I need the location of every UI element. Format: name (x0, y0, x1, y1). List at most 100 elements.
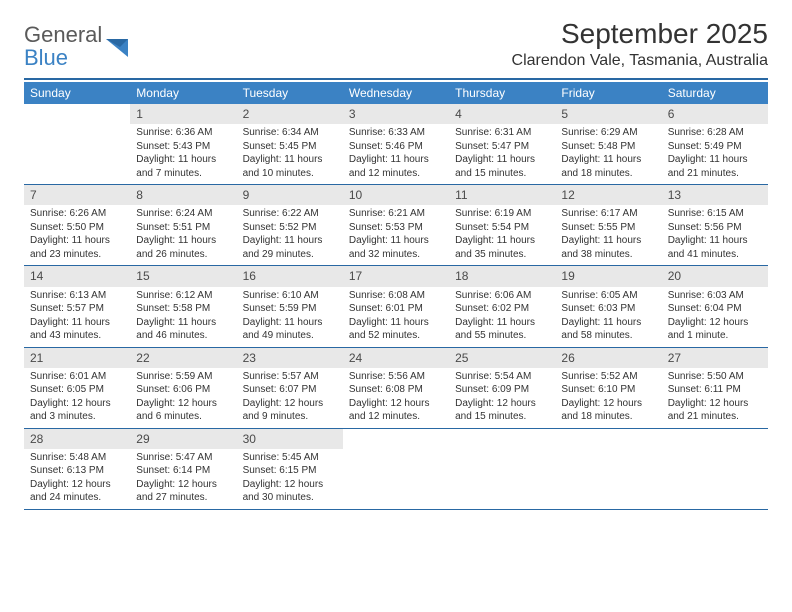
day-content: Sunrise: 6:06 AMSunset: 6:02 PMDaylight:… (449, 287, 555, 347)
day-content: Sunrise: 6:34 AMSunset: 5:45 PMDaylight:… (237, 124, 343, 184)
day-cell: 11Sunrise: 6:19 AMSunset: 5:54 PMDayligh… (449, 185, 555, 265)
day-number: 17 (343, 266, 449, 286)
day-number: 5 (555, 104, 661, 124)
day-content: Sunrise: 6:33 AMSunset: 5:46 PMDaylight:… (343, 124, 449, 184)
day-cell: 17Sunrise: 6:08 AMSunset: 6:01 PMDayligh… (343, 266, 449, 346)
day-cell: 14Sunrise: 6:13 AMSunset: 5:57 PMDayligh… (24, 266, 130, 346)
day-content: Sunrise: 6:17 AMSunset: 5:55 PMDaylight:… (555, 205, 661, 265)
day-cell: 29Sunrise: 5:47 AMSunset: 6:14 PMDayligh… (130, 429, 236, 509)
day-header: Sunday (24, 82, 130, 104)
calendar: SundayMondayTuesdayWednesdayThursdayFrid… (24, 82, 768, 510)
day-cell: 23Sunrise: 5:57 AMSunset: 6:07 PMDayligh… (237, 348, 343, 428)
day-number: 12 (555, 185, 661, 205)
day-content: Sunrise: 6:05 AMSunset: 6:03 PMDaylight:… (555, 287, 661, 347)
day-number: 26 (555, 348, 661, 368)
day-cell: 21Sunrise: 6:01 AMSunset: 6:05 PMDayligh… (24, 348, 130, 428)
day-cell: 6Sunrise: 6:28 AMSunset: 5:49 PMDaylight… (662, 104, 768, 184)
day-cell (449, 429, 555, 509)
location: Clarendon Vale, Tasmania, Australia (512, 52, 768, 70)
day-number: 30 (237, 429, 343, 449)
day-content: Sunrise: 5:45 AMSunset: 6:15 PMDaylight:… (237, 449, 343, 509)
day-cell (343, 429, 449, 509)
day-number: 23 (237, 348, 343, 368)
day-header: Saturday (662, 82, 768, 104)
day-headers: SundayMondayTuesdayWednesdayThursdayFrid… (24, 82, 768, 104)
day-cell: 13Sunrise: 6:15 AMSunset: 5:56 PMDayligh… (662, 185, 768, 265)
title-block: September 2025 Clarendon Vale, Tasmania,… (512, 18, 768, 70)
day-number: 21 (24, 348, 130, 368)
day-content: Sunrise: 5:57 AMSunset: 6:07 PMDaylight:… (237, 368, 343, 428)
day-content: Sunrise: 6:13 AMSunset: 5:57 PMDaylight:… (24, 287, 130, 347)
logo-triangle-icon (104, 33, 132, 61)
day-cell: 2Sunrise: 6:34 AMSunset: 5:45 PMDaylight… (237, 104, 343, 184)
day-cell: 5Sunrise: 6:29 AMSunset: 5:48 PMDaylight… (555, 104, 661, 184)
day-cell: 1Sunrise: 6:36 AMSunset: 5:43 PMDaylight… (130, 104, 236, 184)
day-cell: 4Sunrise: 6:31 AMSunset: 5:47 PMDaylight… (449, 104, 555, 184)
divider (24, 78, 768, 80)
day-cell: 7Sunrise: 6:26 AMSunset: 5:50 PMDaylight… (24, 185, 130, 265)
day-content: Sunrise: 6:19 AMSunset: 5:54 PMDaylight:… (449, 205, 555, 265)
day-number: 27 (662, 348, 768, 368)
week-row: 21Sunrise: 6:01 AMSunset: 6:05 PMDayligh… (24, 348, 768, 429)
day-content: Sunrise: 6:08 AMSunset: 6:01 PMDaylight:… (343, 287, 449, 347)
day-cell (555, 429, 661, 509)
logo-word1: General (24, 22, 102, 47)
day-cell: 18Sunrise: 6:06 AMSunset: 6:02 PMDayligh… (449, 266, 555, 346)
day-header: Wednesday (343, 82, 449, 104)
day-number: 16 (237, 266, 343, 286)
day-cell: 20Sunrise: 6:03 AMSunset: 6:04 PMDayligh… (662, 266, 768, 346)
day-header: Friday (555, 82, 661, 104)
header: General Blue September 2025 Clarendon Va… (24, 18, 768, 70)
calendar-body: 1Sunrise: 6:36 AMSunset: 5:43 PMDaylight… (24, 104, 768, 510)
page-title: September 2025 (512, 18, 768, 50)
day-cell: 8Sunrise: 6:24 AMSunset: 5:51 PMDaylight… (130, 185, 236, 265)
day-cell: 9Sunrise: 6:22 AMSunset: 5:52 PMDaylight… (237, 185, 343, 265)
day-number: 25 (449, 348, 555, 368)
day-content: Sunrise: 5:56 AMSunset: 6:08 PMDaylight:… (343, 368, 449, 428)
day-content: Sunrise: 5:52 AMSunset: 6:10 PMDaylight:… (555, 368, 661, 428)
day-number: 20 (662, 266, 768, 286)
day-cell: 12Sunrise: 6:17 AMSunset: 5:55 PMDayligh… (555, 185, 661, 265)
day-number: 4 (449, 104, 555, 124)
week-row: 7Sunrise: 6:26 AMSunset: 5:50 PMDaylight… (24, 185, 768, 266)
day-content: Sunrise: 6:36 AMSunset: 5:43 PMDaylight:… (130, 124, 236, 184)
day-content: Sunrise: 6:26 AMSunset: 5:50 PMDaylight:… (24, 205, 130, 265)
week-row: 14Sunrise: 6:13 AMSunset: 5:57 PMDayligh… (24, 266, 768, 347)
day-number: 9 (237, 185, 343, 205)
day-number: 1 (130, 104, 236, 124)
day-cell: 19Sunrise: 6:05 AMSunset: 6:03 PMDayligh… (555, 266, 661, 346)
day-content: Sunrise: 5:54 AMSunset: 6:09 PMDaylight:… (449, 368, 555, 428)
day-cell: 3Sunrise: 6:33 AMSunset: 5:46 PMDaylight… (343, 104, 449, 184)
day-cell: 30Sunrise: 5:45 AMSunset: 6:15 PMDayligh… (237, 429, 343, 509)
day-number: 2 (237, 104, 343, 124)
day-cell: 22Sunrise: 5:59 AMSunset: 6:06 PMDayligh… (130, 348, 236, 428)
day-number: 10 (343, 185, 449, 205)
day-number: 11 (449, 185, 555, 205)
day-cell: 15Sunrise: 6:12 AMSunset: 5:58 PMDayligh… (130, 266, 236, 346)
day-cell: 16Sunrise: 6:10 AMSunset: 5:59 PMDayligh… (237, 266, 343, 346)
day-cell: 25Sunrise: 5:54 AMSunset: 6:09 PMDayligh… (449, 348, 555, 428)
day-content: Sunrise: 6:29 AMSunset: 5:48 PMDaylight:… (555, 124, 661, 184)
day-header: Thursday (449, 82, 555, 104)
day-content: Sunrise: 5:47 AMSunset: 6:14 PMDaylight:… (130, 449, 236, 509)
day-number: 13 (662, 185, 768, 205)
day-number: 22 (130, 348, 236, 368)
day-cell: 26Sunrise: 5:52 AMSunset: 6:10 PMDayligh… (555, 348, 661, 428)
day-content: Sunrise: 6:03 AMSunset: 6:04 PMDaylight:… (662, 287, 768, 347)
day-number: 8 (130, 185, 236, 205)
day-cell: 27Sunrise: 5:50 AMSunset: 6:11 PMDayligh… (662, 348, 768, 428)
week-row: 1Sunrise: 6:36 AMSunset: 5:43 PMDaylight… (24, 104, 768, 185)
day-number: 29 (130, 429, 236, 449)
logo: General Blue (24, 18, 132, 70)
day-content: Sunrise: 6:21 AMSunset: 5:53 PMDaylight:… (343, 205, 449, 265)
day-content: Sunrise: 6:24 AMSunset: 5:51 PMDaylight:… (130, 205, 236, 265)
day-content: Sunrise: 5:50 AMSunset: 6:11 PMDaylight:… (662, 368, 768, 428)
logo-word2: Blue (24, 45, 68, 70)
day-cell: 10Sunrise: 6:21 AMSunset: 5:53 PMDayligh… (343, 185, 449, 265)
day-number: 19 (555, 266, 661, 286)
day-number: 18 (449, 266, 555, 286)
week-row: 28Sunrise: 5:48 AMSunset: 6:13 PMDayligh… (24, 429, 768, 510)
day-cell (662, 429, 768, 509)
day-number: 7 (24, 185, 130, 205)
day-content: Sunrise: 6:15 AMSunset: 5:56 PMDaylight:… (662, 205, 768, 265)
